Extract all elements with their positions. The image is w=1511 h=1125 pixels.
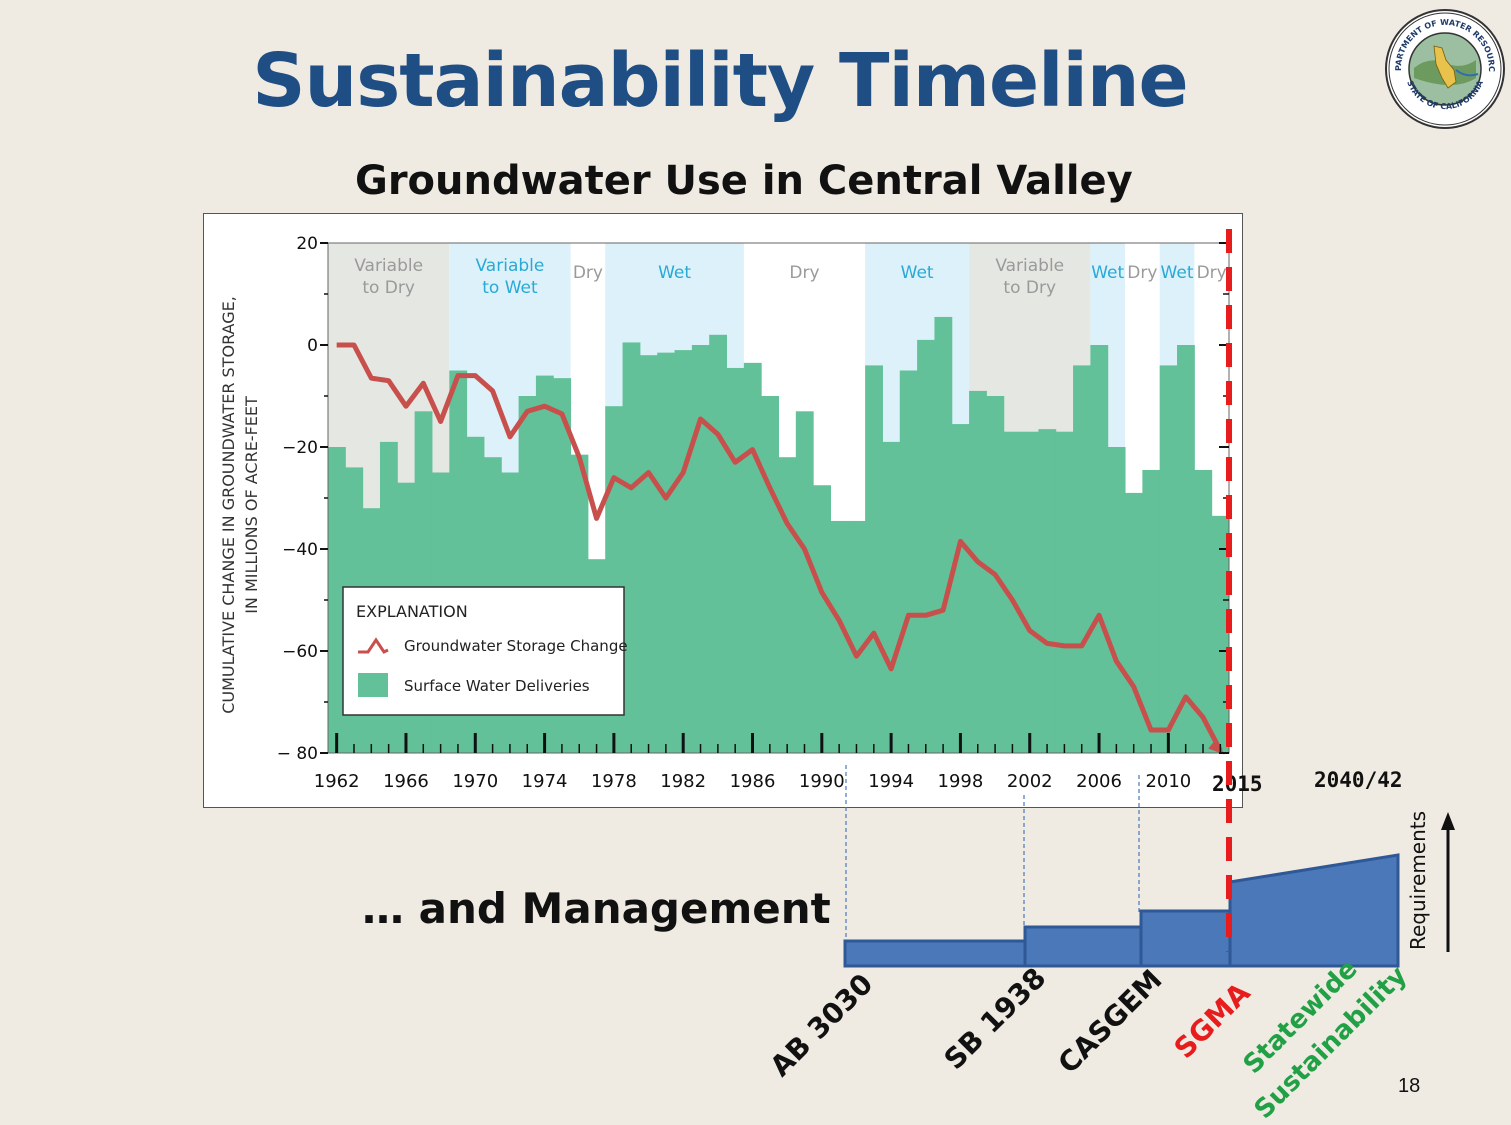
year-2015-label: 2015 (1212, 772, 1263, 796)
period-label-1: Variable (476, 256, 545, 276)
x-tick-label-2002: 2002 (1007, 771, 1053, 792)
x-tick-label-1974: 1974 (522, 771, 568, 792)
y-tick-label-2: −20 (282, 438, 318, 458)
x-tick-label-1982: 1982 (660, 771, 706, 792)
period-label-4: Dry (789, 263, 819, 283)
milestone-ab3030: AB 3030 (764, 967, 880, 1083)
legend-line-label: Groundwater Storage Change (404, 637, 628, 655)
bar-1998 (951, 424, 970, 753)
y-tick-label-4: −60 (282, 642, 318, 662)
bar-2001 (1003, 431, 1022, 753)
y-axis-label-line2: IN MILLIONS OF ACRE-FEET (242, 396, 261, 614)
bar-1992 (847, 520, 866, 753)
x-tick-label-1966: 1966 (383, 771, 429, 792)
bar-1980 (639, 355, 658, 753)
slide-title: Sustainability Timeline (252, 38, 1189, 124)
bar-1994 (882, 441, 901, 753)
period-label-8: Dry (1127, 263, 1157, 283)
legend-bar-swatch (358, 673, 388, 697)
bar-2012 (1194, 469, 1213, 753)
legend: EXPLANATION Groundwater Storage Change S… (342, 586, 628, 716)
bar-1987 (761, 396, 779, 753)
x-tick-label-1986: 1986 (730, 771, 776, 792)
y-tick-label-0: 20 (296, 234, 318, 254)
dwr-seal-logo: DEPARTMENT OF WATER RESOURCES STATE OF C… (1384, 8, 1505, 129)
step-ab3030 (843, 939, 1027, 968)
management-heading: … and Management (362, 884, 831, 933)
year-2040-label: 2040/42 (1314, 768, 1403, 792)
y-tick-label-3: −40 (282, 540, 318, 560)
bar-1981 (657, 352, 676, 753)
bar-2006 (1090, 345, 1109, 753)
bar-1997 (934, 316, 953, 753)
requirements-arrowhead (1441, 812, 1455, 830)
x-tick-label-1990: 1990 (799, 771, 845, 792)
bar-2009 (1142, 469, 1161, 753)
bar-1991 (830, 520, 849, 753)
chart-subtitle: Groundwater Use in Central Valley (355, 158, 1133, 204)
x-tick-label-1962: 1962 (314, 771, 360, 792)
bar-1985 (726, 367, 745, 753)
bar-1989 (795, 411, 814, 753)
bar-1979 (622, 342, 641, 753)
period-label-6-b: to Dry (1003, 278, 1056, 298)
bar-2003 (1038, 429, 1057, 753)
step-sgma-ramp (1228, 853, 1400, 968)
x-tick-label-2010: 2010 (1145, 771, 1191, 792)
legend-line-swatch (358, 637, 389, 654)
bar-1995 (899, 370, 918, 753)
x-tick-label-1998: 1998 (938, 771, 984, 792)
y-tick-label-5: − 80 (277, 744, 318, 764)
groundwater-storage-line (336, 342, 1223, 752)
axes: 20 0 −20 −40 −60 − 80 1962 1966 1970 1974 1978 1982… (277, 234, 1229, 792)
bar-2008 (1125, 492, 1143, 753)
bar-1993 (865, 365, 883, 753)
x-tick-label-2006: 2006 (1076, 771, 1122, 792)
period-label-10: Dry (1197, 263, 1227, 283)
period-label-3: Wet (658, 263, 691, 283)
bar-1999 (969, 390, 987, 753)
x-tick-label-1970: 1970 (452, 771, 498, 792)
bar-2002 (1021, 431, 1039, 753)
period-label-0-b: to Dry (362, 278, 415, 298)
y-tick-label-1: 0 (307, 336, 318, 356)
bar-2010 (1159, 365, 1178, 753)
milestone-sgma: SGMA (1168, 976, 1257, 1065)
page-number: 18 (1398, 1075, 1421, 1097)
legend-title: EXPLANATION (356, 602, 468, 621)
bar-1990 (813, 485, 831, 753)
bar-1996 (917, 339, 935, 753)
requirements-label: Requirements (1406, 811, 1430, 950)
milestone-sb1938: SB 1938 (938, 961, 1053, 1076)
bar-2013 (1211, 515, 1230, 753)
bar-1983 (691, 345, 710, 753)
period-label-1-b: to Wet (482, 278, 538, 298)
period-label-7: Wet (1091, 263, 1124, 283)
period-label-5: Wet (901, 263, 934, 283)
period-label-6: Variable (995, 256, 1064, 276)
bar-2011 (1177, 345, 1195, 753)
y-axis-label-line1: CUMULATIVE CHANGE IN GROUNDWATER STORAGE… (219, 296, 238, 714)
period-label-2: Dry (573, 263, 603, 283)
period-label-0: Variable (354, 256, 423, 276)
bar-2005 (1073, 365, 1091, 753)
x-tick-label-1994: 1994 (868, 771, 914, 792)
bar-2007 (1107, 447, 1126, 753)
bar-2004 (1055, 431, 1074, 753)
step-casgem (1139, 909, 1232, 968)
x-tick-label-1978: 1978 (591, 771, 637, 792)
milestone-casgem: CASGEM (1052, 963, 1169, 1080)
step-sb1938 (1023, 925, 1143, 968)
period-label-9: Wet (1161, 263, 1194, 283)
legend-bar-label: Surface Water Deliveries (404, 677, 590, 695)
bar-1962 (328, 447, 346, 753)
